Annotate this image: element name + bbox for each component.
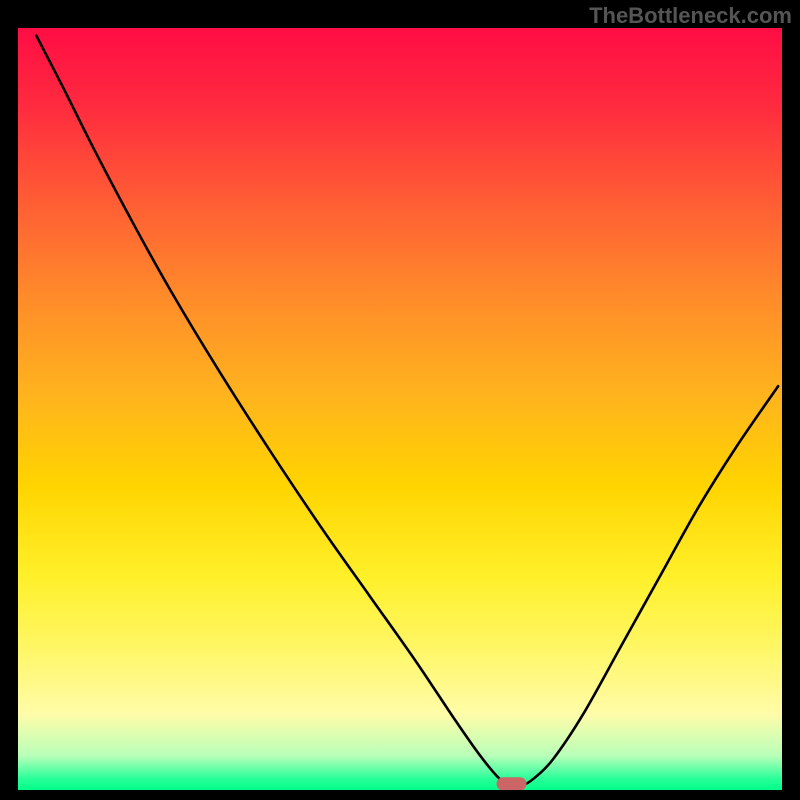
minimum-marker (497, 778, 526, 790)
bottleneck-curve-chart (0, 0, 800, 800)
plot-background-gradient (18, 28, 782, 790)
chart-stage: TheBottleneck.com (0, 0, 800, 800)
watermark-text: TheBottleneck.com (589, 3, 792, 29)
